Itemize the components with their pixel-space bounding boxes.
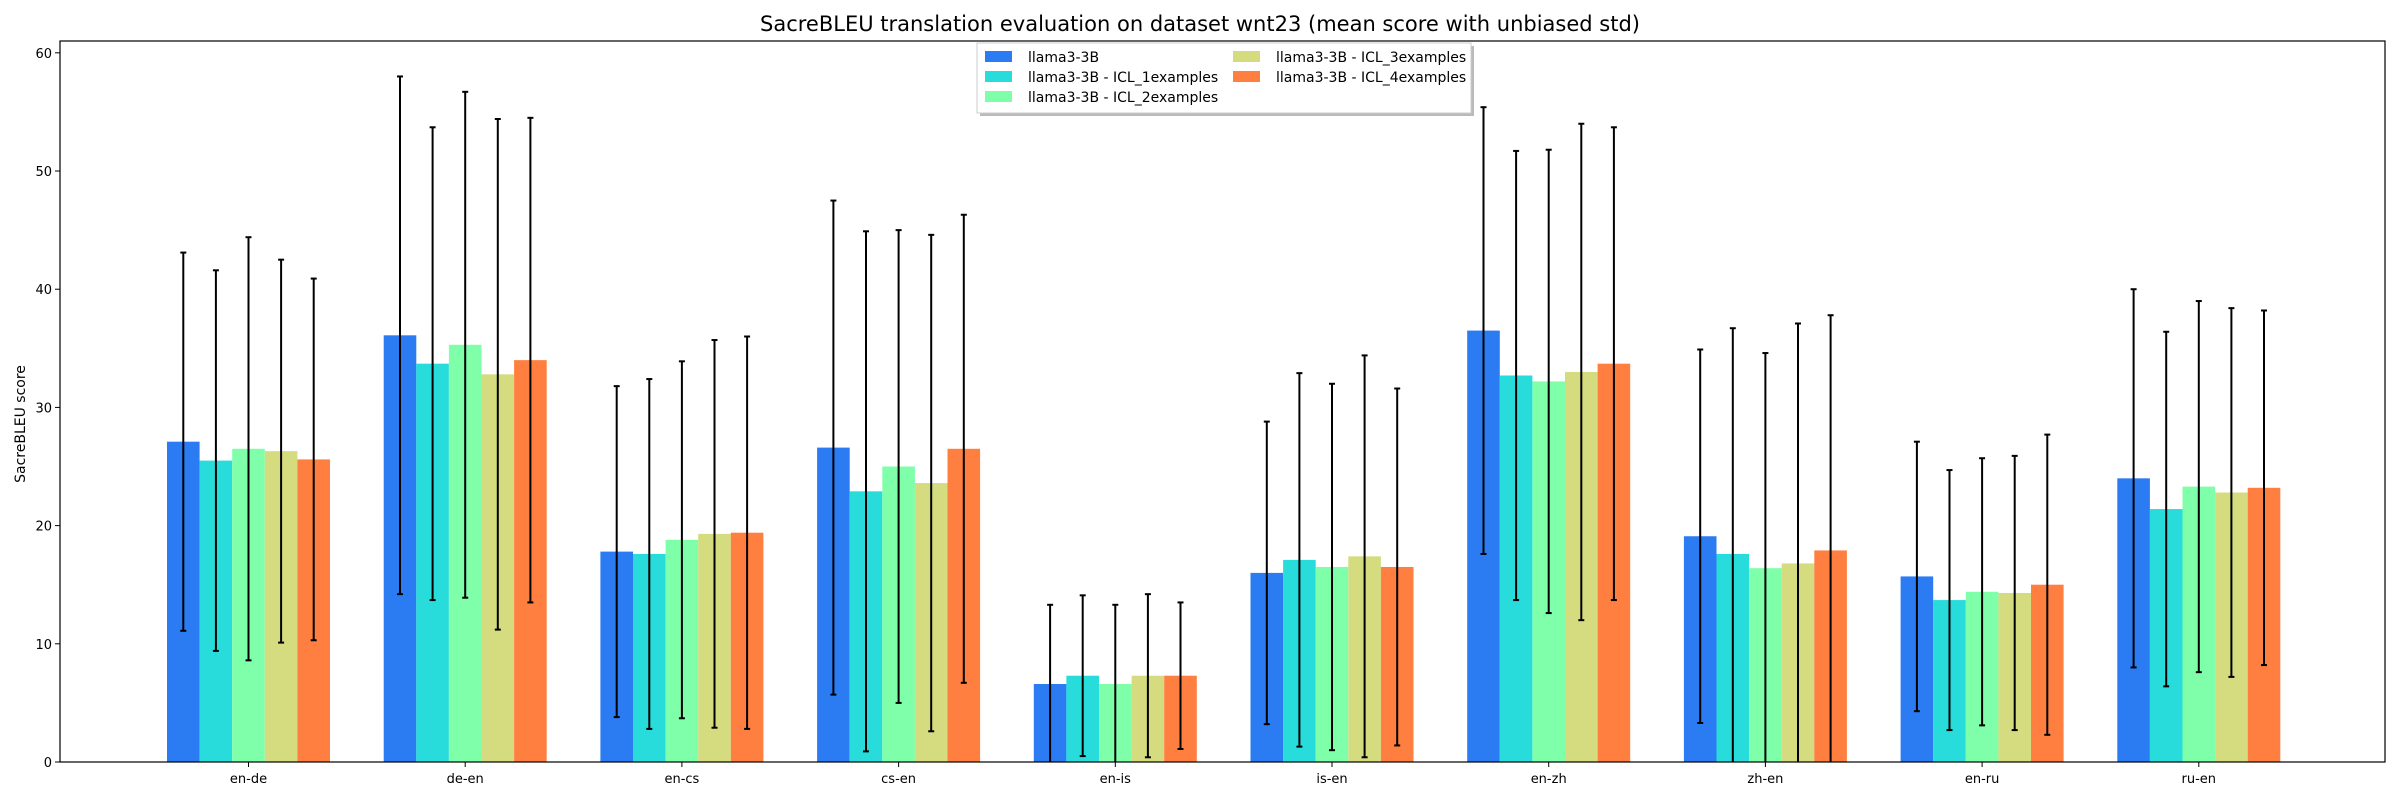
legend-swatch-0 [985,51,1012,62]
legend-label-0: llama3-3B [1028,50,1099,66]
legend-label-2: llama3-3B - ICL_2examples [1028,90,1218,106]
x-tick-label: cs-en [881,772,916,787]
x-tick-label: zh-en [1747,772,1783,787]
chart-title: SacreBLEU translation evaluation on data… [760,12,1640,36]
legend-swatch-1 [985,71,1012,82]
plot-frame [59,40,2386,763]
y-tick-label: 50 [35,165,52,180]
legend-box [976,42,1472,114]
error-bars-layer [180,75,2267,762]
legend-swatch-2 [985,91,1012,102]
legend: llama3-3B llama3-3B - ICL_1examples llama3… [976,42,1474,116]
legend-label-1: llama3-3B - ICL_1examples [1028,70,1218,86]
x-tick-label: en-zh [1531,772,1567,787]
legend-swatch-4 [1233,71,1260,82]
x-tick-label: en-cs [664,772,699,787]
legend-label-4: llama3-3B - ICL_4examples [1276,70,1466,86]
y-axis-label: SacreBLEU score [13,365,29,483]
x-tick-label: ru-en [2182,772,2217,787]
legend-label-3: llama3-3B - ICL_3examples [1276,50,1466,66]
x-tick-label: en-de [230,772,267,787]
x-tick-label: en-is [1100,772,1132,787]
y-tick-label: 30 [35,401,52,416]
x-tick-label: de-en [447,772,484,787]
y-tick-label: 20 [35,520,52,535]
y-tick-label: 0 [44,756,52,771]
y-tick-label: 60 [35,47,52,62]
y-tick-label: 40 [35,283,52,298]
x-tick-label: is-en [1316,772,1347,787]
x-tick-label: en-ru [1965,772,2000,787]
y-tick-label: 10 [35,638,52,653]
axes-layer: en-de de-en en-cs cs-en en-is is-en en-zh zh-en… [35,40,2386,787]
legend-swatch-3 [1233,51,1260,62]
bars-layer [167,330,2281,762]
